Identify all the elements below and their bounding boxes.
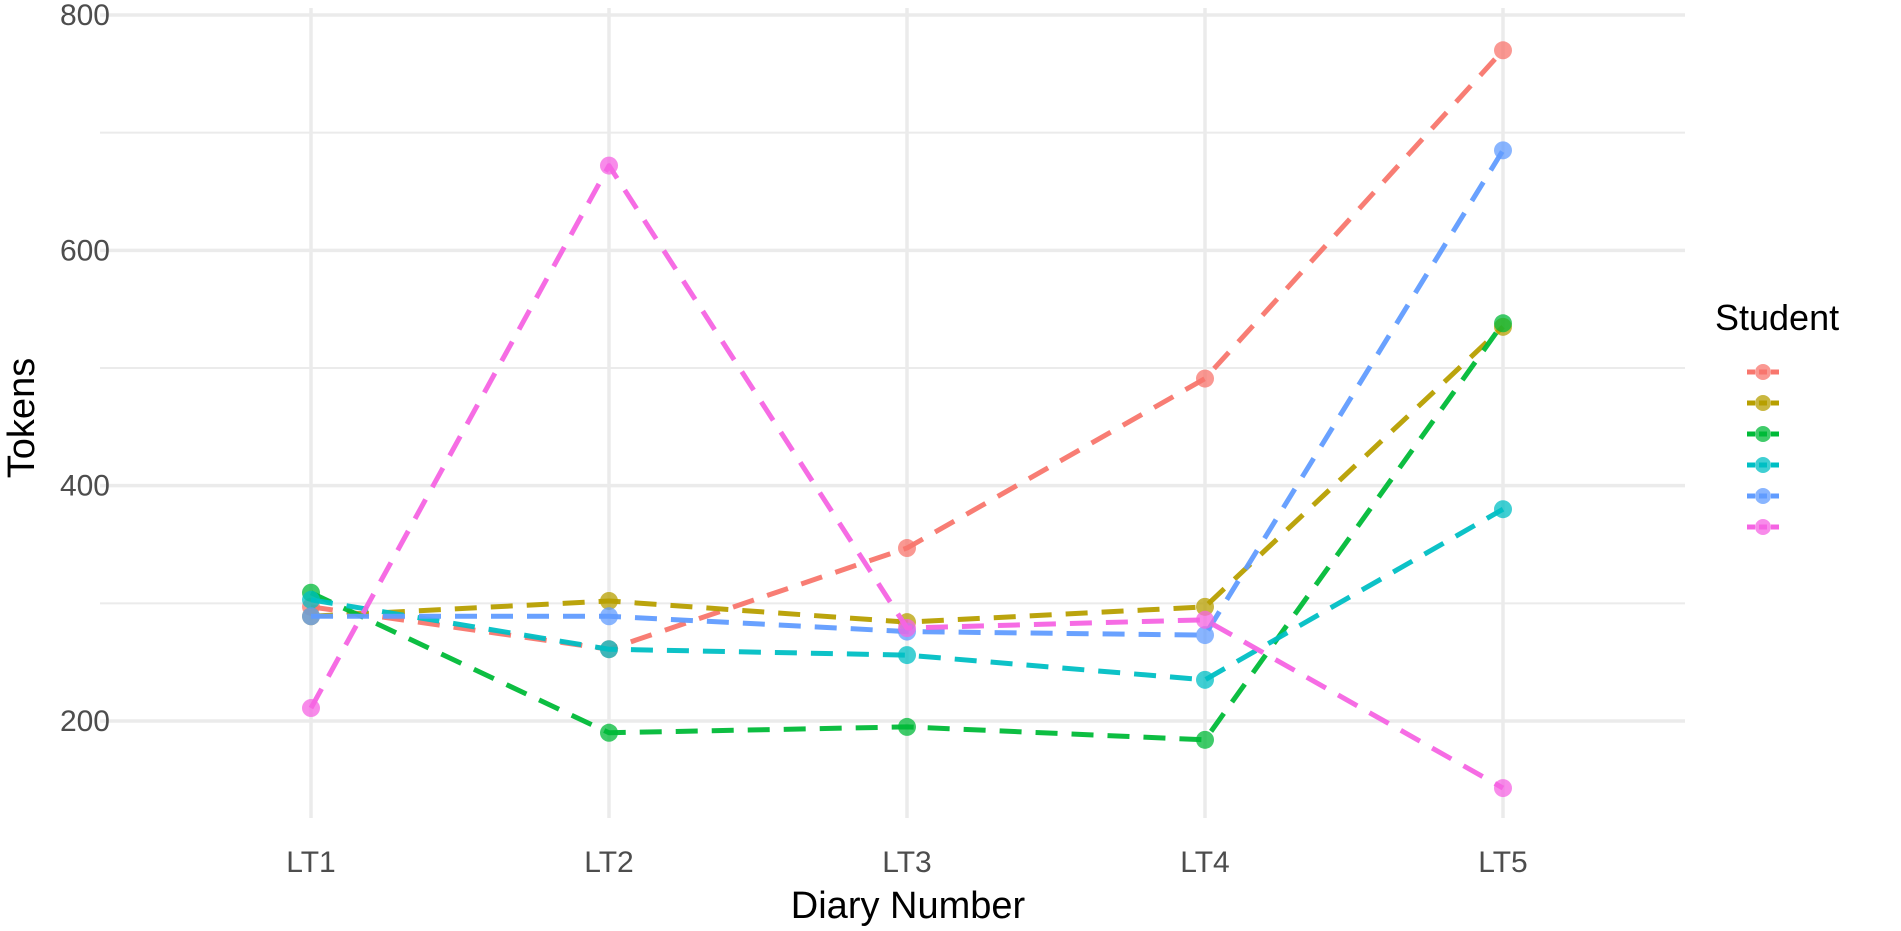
- legend-key: [1747, 519, 1780, 535]
- legend-key-point: [1755, 488, 1771, 504]
- legend-key: [1747, 457, 1780, 473]
- legend-key-point: [1755, 519, 1771, 535]
- x-tick-label: LT4: [1180, 846, 1229, 879]
- data-point: [600, 723, 618, 742]
- data-point: [1196, 610, 1214, 629]
- data-point: [898, 619, 916, 638]
- data-point: [898, 646, 916, 665]
- grid: [100, 8, 1685, 818]
- legend-key: [1747, 426, 1780, 442]
- data-point: [898, 717, 916, 736]
- data-point: [600, 591, 618, 610]
- legend-key-point: [1755, 395, 1771, 411]
- x-axis-title: Diary Number: [791, 885, 1026, 927]
- legend-key: [1747, 395, 1780, 411]
- x-tick-label: LT1: [286, 846, 335, 879]
- data-point: [1494, 500, 1512, 519]
- legend-key-point: [1755, 364, 1771, 380]
- data-point: [1494, 141, 1512, 160]
- legend-title: Student: [1715, 297, 1839, 338]
- data-point: [600, 607, 618, 626]
- legend-key: [1747, 364, 1780, 380]
- y-axis-ticks: 200 400 600 800: [60, 0, 110, 738]
- data-point: [1494, 41, 1512, 60]
- series-6: [302, 156, 1512, 798]
- x-tick-label: LT3: [882, 846, 931, 879]
- y-axis-title: Tokens: [1, 358, 43, 478]
- x-tick-label: LT2: [584, 846, 633, 879]
- data-point: [898, 539, 916, 558]
- data-point: [1494, 779, 1512, 798]
- y-tick-label: 200: [60, 705, 110, 738]
- y-tick-label: 800: [60, 0, 110, 32]
- data-point: [1196, 626, 1214, 645]
- data-point: [600, 640, 618, 659]
- data-point: [1196, 597, 1214, 616]
- y-tick-label: 400: [60, 470, 110, 503]
- series-4: [302, 500, 1512, 689]
- legend: Student: [1715, 297, 1839, 535]
- data-point: [1494, 314, 1512, 333]
- data-point: [1196, 730, 1214, 749]
- series-layer: [302, 41, 1512, 798]
- legend-key: [1747, 488, 1780, 504]
- data-point: [302, 590, 320, 609]
- data-point: [302, 607, 320, 626]
- legend-key-point: [1755, 426, 1771, 442]
- x-tick-label: LT5: [1478, 846, 1527, 879]
- y-tick-label: 600: [60, 234, 110, 267]
- series-line: [310, 507, 1505, 683]
- data-point: [600, 156, 618, 175]
- data-point: [302, 699, 320, 718]
- data-point: [1196, 369, 1214, 388]
- legend-key-point: [1755, 457, 1771, 473]
- data-point: [1196, 670, 1214, 689]
- x-axis-ticks: LT1 LT2 LT3 LT4 LT5: [286, 846, 1527, 879]
